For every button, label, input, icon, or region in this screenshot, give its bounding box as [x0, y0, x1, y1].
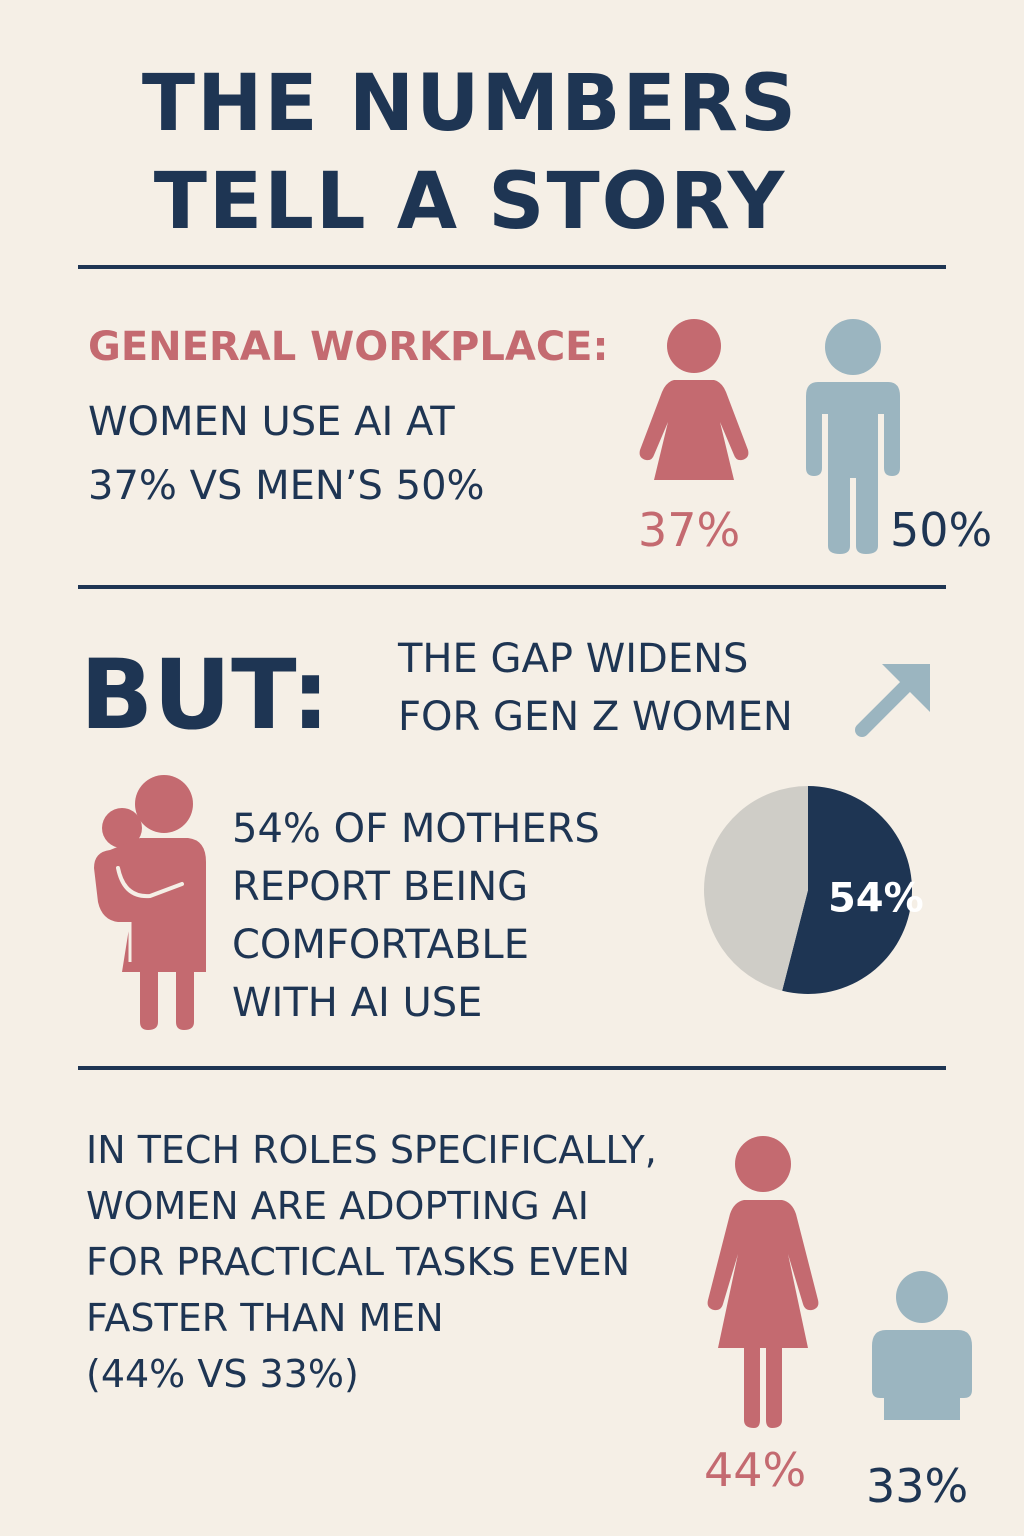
pie-slice-1 [704, 786, 808, 991]
tech-roles-text: IN TECH ROLES SPECIFICALLY, WOMEN ARE AD… [86, 1122, 657, 1402]
tech-line-1: IN TECH ROLES SPECIFICALLY, [86, 1128, 657, 1172]
gap-text-line-2: FOR GEN Z WOMEN [398, 694, 793, 740]
general-workplace-label: GENERAL WORKPLACE: [88, 324, 609, 370]
tech-line-3: FOR PRACTICAL TASKS EVEN [86, 1240, 631, 1284]
divider-2 [78, 585, 946, 589]
divider-3 [78, 1066, 946, 1070]
gap-text: THE GAP WIDENS FOR GEN Z WOMEN [398, 630, 793, 746]
man-icon [806, 319, 900, 554]
arrow-up-right-icon [855, 664, 930, 737]
mothers-line-1: 54% OF MOTHERS [232, 806, 600, 852]
tech-line-2: WOMEN ARE ADOPTING AI [86, 1184, 589, 1228]
woman-icon [639, 319, 749, 480]
page-title: THE NUMBERS TELL A STORY [0, 55, 940, 251]
general-men-percent: 50% [890, 503, 993, 557]
general-workplace-text: WOMEN USE AI AT 37% VS MEN’S 50% [88, 390, 485, 518]
title-line-2: TELL A STORY [153, 157, 787, 247]
title-line-1: THE NUMBERS [141, 59, 799, 149]
divider-1 [78, 265, 946, 269]
tech-line-5: (44% VS 33%) [86, 1352, 359, 1396]
pie-slice-0 [782, 786, 912, 994]
mothers-pie-chart: 54% [704, 786, 924, 994]
woman-icon-tech [707, 1136, 819, 1428]
but-heading: BUT: [80, 639, 330, 751]
tech-men-percent: 33% [866, 1459, 969, 1513]
mothers-line-2: REPORT BEING [232, 864, 529, 910]
mothers-line-3: COMFORTABLE [232, 922, 529, 968]
mothers-text: 54% OF MOTHERS REPORT BEING COMFORTABLE … [232, 800, 600, 1032]
gap-text-line-1: THE GAP WIDENS [398, 636, 749, 682]
tech-line-4: FASTER THAN MEN [86, 1296, 444, 1340]
tech-women-percent: 44% [704, 1443, 807, 1497]
mothers-line-4: WITH AI USE [232, 980, 483, 1026]
man-icon-tech [872, 1271, 972, 1420]
general-text-line-2: 37% VS MEN’S 50% [88, 463, 485, 509]
mother-child-icon [94, 775, 206, 1030]
general-text-line-1: WOMEN USE AI AT [88, 399, 455, 445]
general-women-percent: 37% [638, 503, 741, 557]
pie-slice-label-0: 54% [828, 876, 924, 922]
